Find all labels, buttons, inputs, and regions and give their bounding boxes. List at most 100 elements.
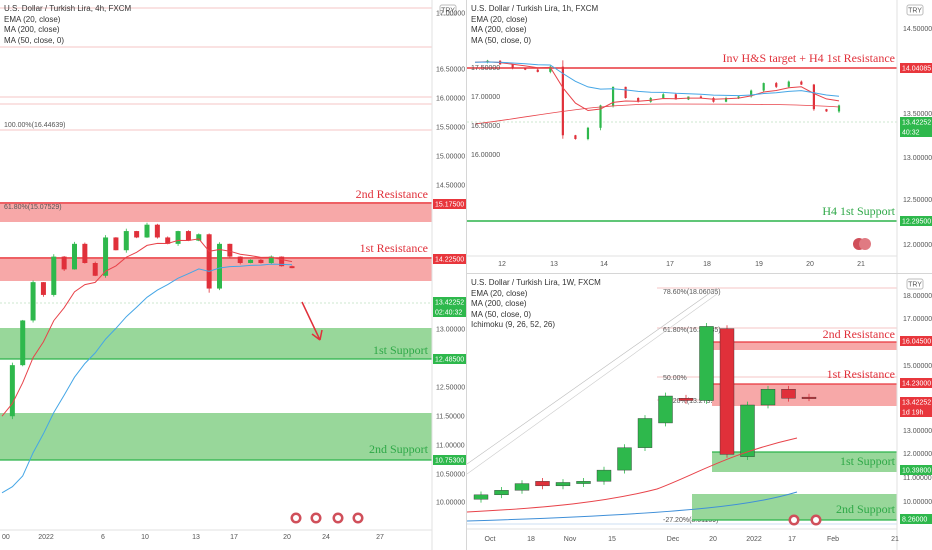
time-tick-label: 20 <box>709 536 717 543</box>
candle-4h-body <box>206 234 212 289</box>
price-tag-last: 13.42252 <box>902 120 931 127</box>
price-tag-2nd-resistance: 16.04500 <box>902 339 931 346</box>
candle-1h-body <box>674 94 677 100</box>
candle-4h-body <box>103 237 109 276</box>
zone-label-2nd-support: 2nd Support <box>836 502 896 516</box>
price-tick-label: 16.00000 <box>436 96 465 103</box>
candle-4h-body <box>279 256 285 267</box>
time-tick-label: Nov <box>564 536 577 543</box>
time-tick-label: 18 <box>527 536 535 543</box>
chart-canvas-1w[interactable]: 78.60%(18.06035) 61.80%(16.38085) 50.00% 38… <box>467 274 932 550</box>
time-tick-label: 12 <box>498 261 506 268</box>
price-tag-last-bg <box>433 297 466 307</box>
candle-4h-body <box>289 266 295 269</box>
price-tick-label: 12.00000 <box>903 451 932 458</box>
candle-4h-body <box>9 365 15 417</box>
time-tick-label: 21 <box>857 261 865 268</box>
price-tag-countdown: 40:32 <box>902 130 920 137</box>
price-tag-1st-resistance-bg <box>433 254 466 264</box>
candle-1w-body <box>781 389 796 399</box>
candle-1h-body <box>662 94 665 98</box>
price-tag-resistance-bg <box>900 63 932 73</box>
time-tick-label: 14 <box>600 261 608 268</box>
price-tick-label: 15.00000 <box>903 363 932 370</box>
zone-label-2nd-resistance: 2nd Resistance <box>356 187 428 201</box>
price-tick-label: 15.50000 <box>436 125 465 132</box>
price-tick-label: 13.00000 <box>436 327 465 334</box>
candle-1h-body <box>524 68 527 70</box>
candle-1h-body <box>699 96 703 98</box>
candle-1w-body <box>576 481 591 484</box>
price-tick-label: 12.50000 <box>903 197 932 204</box>
zone-label-1st-resistance: 1st Resistance <box>360 241 428 255</box>
fib-label: 50.00% <box>663 375 687 382</box>
price-tag-last: 13.42252 <box>435 300 464 307</box>
time-tick-label: 6 <box>101 534 105 541</box>
price-tick-label: 10.50000 <box>436 472 465 479</box>
candle-1w-body <box>740 404 755 457</box>
candle-1h-body <box>574 135 577 139</box>
time-tick-label: 13 <box>550 261 558 268</box>
candle-4h-body <box>227 243 233 257</box>
fib-label: 38.20%(13.2799 <box>663 398 714 405</box>
candle-1h-body <box>511 64 514 69</box>
candle-1w-body <box>760 389 776 406</box>
time-tick-label: 13 <box>192 534 200 541</box>
candle-4h-body <box>72 243 77 270</box>
price-tick-label: 13.50000 <box>903 111 932 118</box>
time-tick-label: 17 <box>666 261 674 268</box>
candle-1w-body <box>658 395 673 424</box>
flag-icon-dot <box>293 515 299 521</box>
currency-badge-label: TRY <box>908 282 922 289</box>
price-tick-label: 13.00000 <box>903 428 932 435</box>
price-tick-label: 13.00000 <box>903 155 932 162</box>
time-tick-label: 10 <box>141 534 149 541</box>
candle-4h-body <box>134 231 140 238</box>
support-zone-2 <box>0 413 432 460</box>
price-tag-resistance: 14.04085 <box>902 66 931 73</box>
ema-line <box>474 61 840 112</box>
price-tick-label: 11.00000 <box>436 443 465 450</box>
candle-1h-body <box>812 84 815 110</box>
candle-1h-body <box>825 109 828 112</box>
candle-1w-body <box>494 490 509 496</box>
zone-label-inv-hs-target: Inv H&S target + H4 1st Resistance <box>722 51 895 65</box>
zone-label-1st-support: 1st Support <box>373 343 429 357</box>
price-tag-1st-support: 12.48500 <box>435 357 464 364</box>
candle-1h-body <box>737 96 740 98</box>
currency-badge-label: TRY <box>908 8 922 15</box>
candle-1h-body <box>536 69 539 72</box>
price-tick-label-left: 17.50000 <box>471 65 500 72</box>
support-zone-1 <box>712 452 897 472</box>
fib-label: 61.80%(16.38085) <box>663 327 721 334</box>
zone-label-2nd-support: 2nd Support <box>369 442 429 456</box>
fib-label: 100.00%(16.44639) <box>4 122 66 129</box>
candle-4h-body <box>51 256 57 295</box>
chart-canvas-4h[interactable]: 100.00%(16.44639) 61.80%(15.07529) 2nd Res… <box>0 0 466 550</box>
chart-canvas-1h[interactable]: Inv H&S target + H4 1st Resistance H4 1st… <box>467 0 932 273</box>
currency-badge <box>439 4 457 16</box>
chart-panel-1w[interactable]: 78.60%(18.06035) 61.80%(16.38085) 50.00% 38… <box>467 274 932 550</box>
candle-4h-body <box>144 224 150 238</box>
candle-4h-body <box>268 256 274 263</box>
time-tick-label: 20 <box>806 261 814 268</box>
candle-4h-body <box>123 231 129 251</box>
price-tick-label: 18.00000 <box>903 293 932 300</box>
price-tag-last-bg <box>900 397 932 407</box>
candle-1h-body <box>800 81 803 85</box>
zone-label-1st-support: 1st Support <box>840 454 896 468</box>
zone-label-2nd-resistance: 2nd Resistance <box>823 327 895 341</box>
price-tag-2nd-support: 10.75300 <box>435 458 464 465</box>
price-tag-support: 12.29500 <box>902 219 931 226</box>
price-tag-1st-support: 10.39800 <box>902 468 931 475</box>
zone-label-1st-resistance: 1st Resistance <box>827 367 895 381</box>
fib-label: 61.80%(15.07529) <box>4 204 62 211</box>
time-tick-label: 2022 <box>38 534 54 541</box>
candle-4h-body <box>30 282 36 321</box>
chart-panel-4h[interactable]: 100.00%(16.44639) 61.80%(15.07529) 2nd Res… <box>0 0 467 550</box>
time-tick-label: 21 <box>891 536 899 543</box>
candle-4h-body <box>113 237 119 251</box>
candle-1w-body <box>617 447 632 471</box>
price-tick-label: 15.00000 <box>436 154 465 161</box>
chart-panel-1h[interactable]: Inv H&S target + H4 1st Resistance H4 1st… <box>467 0 932 274</box>
